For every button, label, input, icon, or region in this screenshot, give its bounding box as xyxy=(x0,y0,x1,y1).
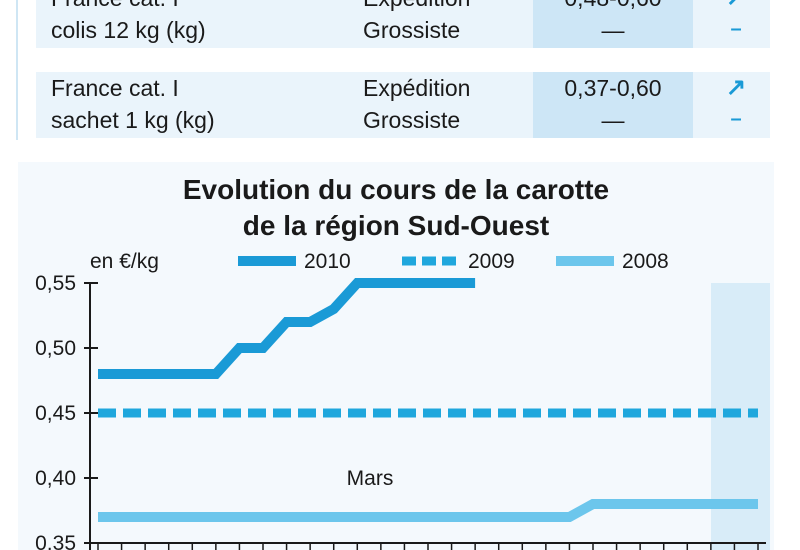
product-packaging: sachet 1 kg (kg) xyxy=(51,107,215,133)
price-grossiste: — xyxy=(601,107,625,133)
stage-expedition: Expédition xyxy=(363,0,563,14)
stage-cell: Expédition Grossiste xyxy=(363,0,563,48)
chart-title-line2: de la région Sud-Ouest xyxy=(242,210,550,241)
series-line-2008 xyxy=(98,499,758,522)
chart-series xyxy=(98,278,758,522)
trend-up-arrow-icon: ↗ xyxy=(725,74,747,101)
price-expedition: 0,48-0,60 xyxy=(533,0,693,14)
chart-annotation: Mars xyxy=(347,467,394,490)
chart-legend: 2010 2009 2008 xyxy=(238,250,669,273)
stage-grossiste: Grossiste xyxy=(363,17,461,43)
y-tick-label: 0,55 xyxy=(35,272,76,295)
product-cell: France cat. I colis 12 kg (kg) xyxy=(51,0,326,48)
series-line-2010 xyxy=(98,278,476,379)
chart-panel xyxy=(18,162,774,550)
trend-cell: ↗ – xyxy=(716,0,756,48)
price-table: France cat. I colis 12 kg (kg) Expéditio… xyxy=(0,0,800,150)
stage-cell: Expédition Grossiste xyxy=(363,72,563,138)
price-grossiste: — xyxy=(601,17,625,43)
chart-title: Evolution du cours de la carotte de la r… xyxy=(18,172,774,244)
chart-title-line1: Evolution du cours de la carotte xyxy=(182,174,610,205)
trend-dash: – xyxy=(730,18,742,40)
table-divider xyxy=(16,0,18,140)
y-tick-label: 0,50 xyxy=(35,337,76,360)
stage-expedition: Expédition xyxy=(363,75,471,101)
y-tick-label: 0,35 xyxy=(35,532,76,550)
trend-up-arrow-icon: ↗ xyxy=(716,0,756,14)
legend-label-2008: 2008 xyxy=(622,250,669,273)
trend-dash: – xyxy=(730,108,742,130)
price-column-highlight xyxy=(533,72,693,138)
price-cell: 0,48-0,60 — xyxy=(533,0,693,48)
price-cell: 0,37-0,60 — xyxy=(533,72,693,138)
table-row: France cat. I colis 12 kg (kg) Expéditio… xyxy=(36,0,770,48)
price-expedition: 0,37-0,60 xyxy=(564,75,662,101)
legend-label-2010: 2010 xyxy=(304,250,351,273)
y-tick-label: 0,40 xyxy=(35,467,76,490)
product-packaging: colis 12 kg (kg) xyxy=(51,17,206,43)
y-tick-label: 0,45 xyxy=(35,402,76,425)
trend-cell: ↗ – xyxy=(716,72,756,138)
product-name: France cat. I xyxy=(51,75,179,101)
price-column-highlight xyxy=(533,0,693,48)
stage-grossiste: Grossiste xyxy=(363,107,461,133)
legend-label-2009: 2009 xyxy=(468,250,515,273)
product-cell: France cat. I sachet 1 kg (kg) xyxy=(51,72,326,138)
product-name: France cat. I xyxy=(51,0,326,14)
table-row: France cat. I sachet 1 kg (kg) Expéditio… xyxy=(36,72,770,138)
chart-axes: 0,35 0,40 0,45 0,50 0,55 xyxy=(35,272,766,550)
y-axis-unit-label: en €/kg xyxy=(90,250,159,273)
